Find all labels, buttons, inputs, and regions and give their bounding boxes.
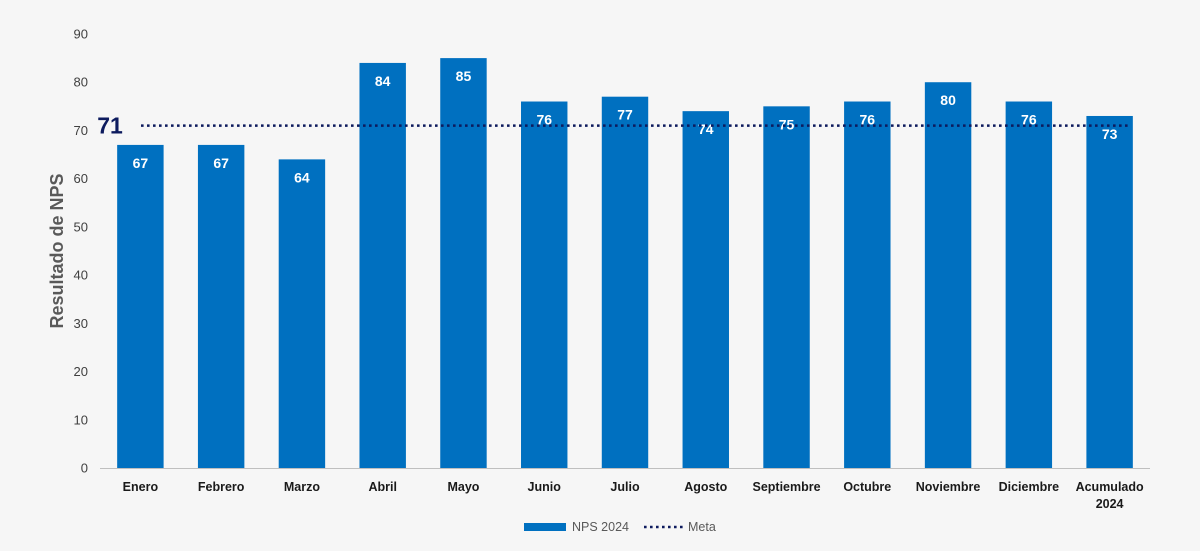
bar (1005, 101, 1053, 468)
data-label: 64 (294, 169, 310, 185)
x-tick-label: Abril (368, 480, 396, 494)
legend-bar-swatch (524, 523, 566, 531)
bar (682, 111, 729, 469)
y-tick-label: 40 (74, 268, 88, 283)
data-label: 75 (779, 116, 795, 132)
y-tick-label: 70 (74, 123, 88, 138)
data-label: 67 (133, 155, 149, 171)
x-tick-label: Noviembre (916, 480, 981, 494)
x-tick-label: Junio (528, 480, 562, 494)
y-tick-label: 0 (81, 461, 88, 476)
y-tick-label: 30 (74, 316, 88, 331)
target-value-label: 71 (97, 113, 123, 139)
data-label: 77 (617, 107, 633, 123)
x-tick-label: Diciembre (999, 480, 1059, 494)
bar (763, 106, 810, 468)
bar (197, 144, 245, 468)
y-tick-label: 20 (74, 364, 88, 379)
y-tick-label: 50 (74, 219, 88, 234)
bar (359, 62, 406, 468)
legend-label-nps: NPS 2024 (572, 520, 629, 534)
bar (924, 82, 972, 468)
data-label: 67 (213, 155, 229, 171)
y-tick-label: 60 (74, 171, 88, 186)
legend-label-meta: Meta (688, 520, 716, 534)
bar (440, 58, 487, 468)
bar (844, 101, 891, 468)
bar (278, 159, 326, 468)
bar (601, 96, 649, 468)
x-tick-label: Acumulado 2024 (1076, 480, 1144, 511)
data-label: 73 (1102, 126, 1118, 142)
x-tick-label: Marzo (284, 480, 320, 494)
data-label: 76 (860, 112, 876, 128)
x-tick-label: Octubre (843, 480, 891, 494)
data-label: 80 (940, 92, 956, 108)
bar (117, 144, 164, 468)
data-label: 74 (698, 121, 714, 137)
y-tick-label: 80 (74, 75, 88, 90)
data-label: 76 (1021, 112, 1037, 128)
data-label: 76 (536, 112, 552, 128)
x-tick-label: Julio (610, 480, 640, 494)
x-tick-label: Agosto (684, 480, 727, 494)
data-label: 84 (375, 73, 391, 89)
y-axis-title: Resultado de NPS (47, 173, 67, 328)
bar (521, 101, 568, 468)
x-tick-label: Enero (123, 480, 159, 494)
x-tick-label: Febrero (198, 480, 245, 494)
x-tick-label: Septiembre (752, 480, 820, 494)
y-tick-label: 90 (74, 27, 88, 42)
data-label: 85 (456, 68, 472, 84)
x-tick-label: Mayo (447, 480, 479, 494)
bar (1086, 115, 1133, 468)
y-tick-label: 10 (74, 412, 88, 427)
